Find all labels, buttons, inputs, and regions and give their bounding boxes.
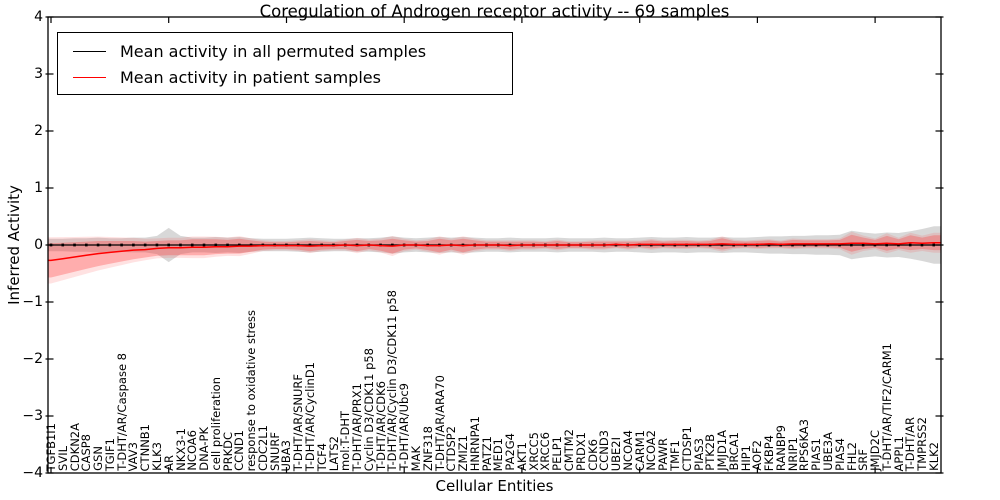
y-tick-label: 1 xyxy=(34,180,43,196)
legend-label: Mean activity in all permuted samples xyxy=(120,41,427,61)
y-tick-label: −4 xyxy=(22,465,43,481)
legend-line-black xyxy=(73,50,106,52)
y-tick-label: −3 xyxy=(22,408,43,424)
x-axis-label: Cellular Entities xyxy=(435,477,554,495)
y-tick-label: 3 xyxy=(34,66,43,82)
legend-line-red xyxy=(73,76,106,78)
y-tick-label: −2 xyxy=(22,351,43,367)
y-tick-label: −1 xyxy=(22,294,43,310)
legend-entry-permuted: Mean activity in all permuted samples xyxy=(58,38,512,64)
x-category-label: KLK2 xyxy=(927,442,941,471)
y-tick-label: 0 xyxy=(34,237,43,253)
y-tick-label: 2 xyxy=(34,123,43,139)
legend-entry-patient: Mean activity in patient samples xyxy=(58,64,512,90)
chart-title: Coregulation of Androgen receptor activi… xyxy=(259,2,730,21)
mean-line xyxy=(48,241,941,262)
legend-label: Mean activity in patient samples xyxy=(120,67,381,87)
y-tick-label: 4 xyxy=(34,9,43,25)
legend: Mean activity in all permuted samples Me… xyxy=(57,32,513,95)
